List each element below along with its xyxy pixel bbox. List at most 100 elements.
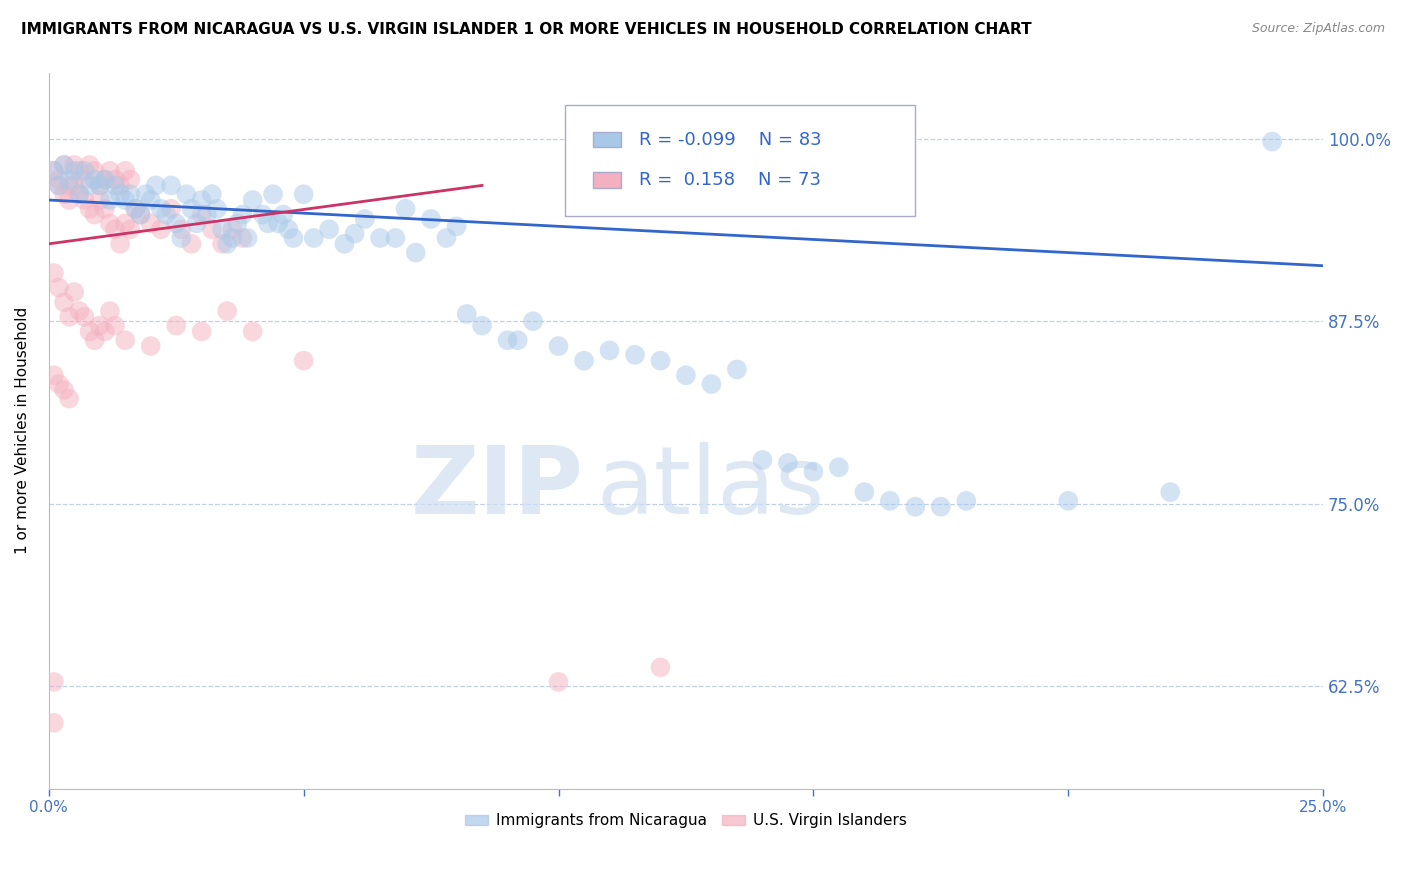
- Point: [108, 187, 131, 202]
- Point: [217, 236, 239, 251]
- Point: [190, 325, 212, 339]
- Point: [58, 178, 80, 193]
- Point: [929, 500, 952, 514]
- Legend: Immigrants from Nicaragua, U.S. Virgin Islanders: Immigrants from Nicaragua, U.S. Virgin I…: [460, 807, 912, 835]
- Point: [955, 493, 977, 508]
- Point: [217, 304, 239, 318]
- Point: [83, 333, 105, 347]
- Point: [1159, 485, 1181, 500]
- Point: [211, 222, 233, 236]
- Point: [139, 339, 162, 353]
- Point: [53, 158, 76, 172]
- Point: [547, 674, 569, 689]
- Point: [267, 216, 290, 230]
- Point: [114, 216, 136, 230]
- Point: [776, 456, 799, 470]
- Point: [879, 493, 901, 508]
- Point: [1261, 135, 1284, 149]
- Point: [94, 172, 117, 186]
- Point: [277, 222, 299, 236]
- Point: [700, 377, 723, 392]
- Point: [496, 333, 519, 347]
- Point: [149, 222, 172, 236]
- Point: [53, 158, 76, 172]
- Point: [63, 285, 86, 299]
- Point: [853, 485, 876, 500]
- Point: [725, 362, 748, 376]
- Point: [53, 295, 76, 310]
- Point: [292, 353, 315, 368]
- Point: [98, 304, 121, 318]
- Point: [98, 193, 121, 207]
- Point: [135, 187, 157, 202]
- Point: [828, 460, 851, 475]
- Point: [572, 353, 595, 368]
- Point: [190, 193, 212, 207]
- Point: [405, 245, 427, 260]
- Point: [226, 216, 249, 230]
- Point: [165, 216, 187, 230]
- Point: [201, 187, 224, 202]
- Point: [89, 178, 111, 193]
- Point: [624, 348, 647, 362]
- Point: [89, 318, 111, 333]
- Point: [120, 172, 142, 186]
- Point: [201, 222, 224, 236]
- Point: [211, 236, 233, 251]
- Point: [124, 202, 146, 216]
- Point: [79, 325, 101, 339]
- Point: [160, 202, 183, 216]
- Point: [190, 208, 212, 222]
- Point: [155, 208, 177, 222]
- Point: [353, 212, 375, 227]
- Point: [242, 193, 264, 207]
- Bar: [593, 132, 621, 147]
- Point: [42, 164, 65, 178]
- Point: [1057, 493, 1080, 508]
- Point: [650, 660, 672, 674]
- Bar: [593, 172, 621, 188]
- Point: [48, 172, 70, 186]
- Point: [114, 333, 136, 347]
- Point: [384, 231, 406, 245]
- Point: [42, 164, 65, 178]
- Point: [522, 314, 544, 328]
- Point: [83, 164, 105, 178]
- Point: [149, 202, 172, 216]
- Point: [434, 231, 457, 245]
- Point: [145, 178, 167, 193]
- Point: [271, 208, 294, 222]
- Point: [67, 187, 90, 202]
- Point: [58, 172, 80, 186]
- Point: [170, 231, 193, 245]
- Point: [129, 208, 152, 222]
- Text: R =  0.158    N = 73: R = 0.158 N = 73: [638, 171, 821, 189]
- Point: [108, 178, 131, 193]
- Point: [139, 216, 162, 230]
- Point: [104, 318, 127, 333]
- Point: [42, 368, 65, 383]
- Point: [104, 178, 127, 193]
- Point: [98, 216, 121, 230]
- Point: [180, 236, 202, 251]
- Point: [48, 178, 70, 193]
- Text: Source: ZipAtlas.com: Source: ZipAtlas.com: [1251, 22, 1385, 36]
- Point: [67, 187, 90, 202]
- Point: [904, 500, 927, 514]
- Point: [195, 208, 218, 222]
- Point: [104, 222, 127, 236]
- Point: [73, 172, 96, 186]
- Point: [124, 202, 146, 216]
- Point: [79, 158, 101, 172]
- Point: [368, 231, 391, 245]
- Point: [420, 212, 443, 227]
- Point: [53, 383, 76, 397]
- Point: [48, 178, 70, 193]
- Point: [221, 222, 243, 236]
- Point: [79, 202, 101, 216]
- Point: [73, 164, 96, 178]
- Point: [343, 227, 366, 241]
- Point: [79, 178, 101, 193]
- Point: [94, 325, 117, 339]
- Point: [94, 172, 117, 186]
